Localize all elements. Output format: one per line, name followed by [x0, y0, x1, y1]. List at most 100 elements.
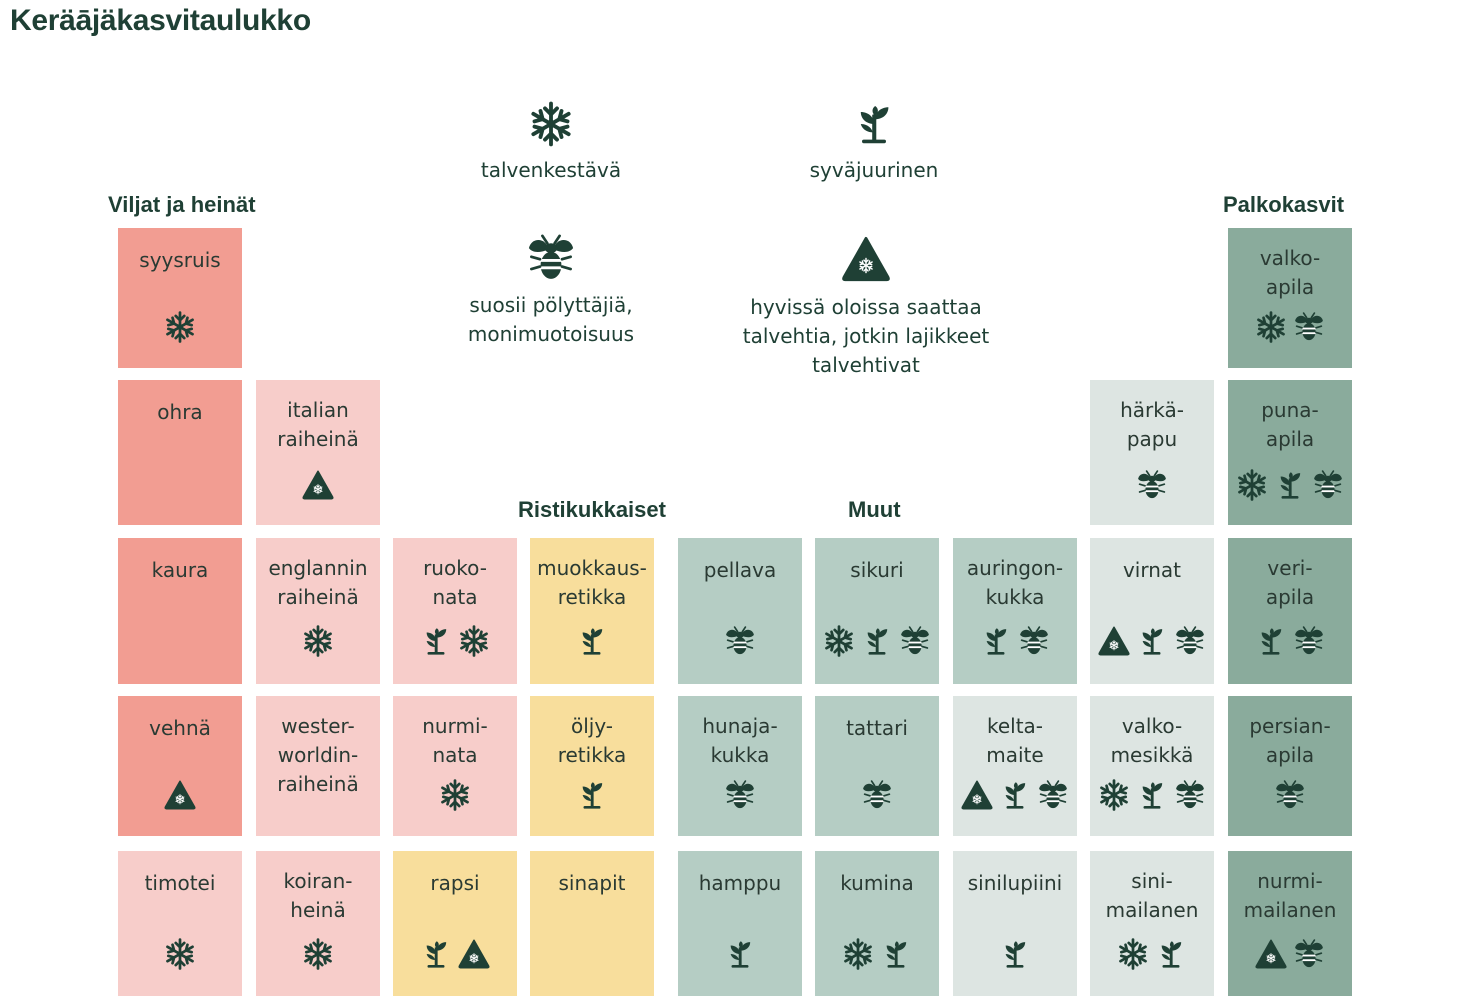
bee-icon: [1173, 778, 1207, 812]
snowflake-icon: [822, 624, 856, 658]
bee-icon: [1311, 468, 1345, 502]
group-label-crucifers: Ristikukkaiset: [518, 497, 666, 522]
crop-icons: [953, 624, 1077, 658]
crop-name: italian raiheinä: [277, 398, 359, 451]
bee-icon: [524, 233, 578, 283]
legend-deep-rooted: syväjuurinen: [754, 100, 994, 185]
snowflake-icon: [527, 100, 575, 148]
crop-icons: [393, 624, 517, 658]
crop-name: kumina: [840, 871, 914, 895]
crop-icons: [678, 624, 802, 658]
legend-may-overwinter-text: hyvissä oloissa saattaa talvehtia, jotki…: [742, 295, 990, 377]
crop-tile-koiranheina: koiran- heinä: [256, 851, 380, 996]
sprout-icon: [1154, 937, 1188, 971]
sprout-icon: [979, 624, 1013, 658]
crop-name: tattari: [846, 716, 908, 740]
crop-tile-harkapapu: härkä- papu: [1090, 380, 1214, 525]
crop-tile-keltamaite: kelta- maite: [953, 696, 1077, 836]
crop-tile-ohra: ohra: [118, 380, 242, 525]
bee-icon: [1173, 624, 1207, 658]
crop-tile-sinilupiini: sinilupiini: [953, 851, 1077, 996]
crop-icons: [256, 468, 380, 502]
bee-icon: [1292, 310, 1326, 344]
crop-tile-rapsi: rapsi: [393, 851, 517, 996]
crop-name: sini- mailanen: [1105, 869, 1199, 922]
sprout-icon: [1273, 468, 1307, 502]
crop-name: timotei: [144, 871, 216, 895]
snowflake-icon: [841, 937, 875, 971]
snowflake-icon: [457, 624, 491, 658]
sprout-icon: [1135, 778, 1169, 812]
crop-icons: [256, 624, 380, 658]
snowflake-icon: [438, 778, 472, 812]
crop-name: koiran- heinä: [283, 869, 353, 922]
crop-name: ruoko- nata: [423, 556, 487, 609]
crop-name: öljy- retikka: [557, 714, 627, 767]
group-label-other: Muut: [848, 497, 901, 522]
warning-snowflake-icon: [960, 778, 994, 812]
crop-icons: [1228, 310, 1352, 344]
bee-icon: [860, 778, 894, 812]
bee-icon: [1273, 778, 1307, 812]
sprout-icon: [1135, 624, 1169, 658]
snowflake-icon: [163, 937, 197, 971]
legend-may-overwinter: hyvissä oloissa saattaa talvehtia, jotki…: [716, 233, 1016, 380]
sprout-icon: [1254, 624, 1288, 658]
crop-name: auringon- kukka: [966, 556, 1064, 609]
crop-tile-punaapila: puna- apila: [1228, 380, 1352, 525]
crop-tile-hunajakukka: hunaja- kukka: [678, 696, 802, 836]
snowflake-icon: [1097, 778, 1131, 812]
snowflake-icon: [301, 624, 335, 658]
snowflake-icon: [301, 937, 335, 971]
crop-icons: [815, 624, 939, 658]
crop-tile-virnat: virnat: [1090, 538, 1214, 684]
crop-tile-sikuri: sikuri: [815, 538, 939, 684]
crop-name: ohra: [157, 400, 203, 424]
sprout-icon: [998, 937, 1032, 971]
crop-icons: [953, 937, 1077, 971]
crop-icons: [1228, 624, 1352, 658]
crop-tile-tattari: tattari: [815, 696, 939, 836]
crop-name: sikuri: [850, 558, 904, 582]
crop-icons: [815, 937, 939, 971]
legend-deep-rooted-text: syväjuurinen: [809, 158, 939, 182]
sprout-icon: [850, 100, 898, 148]
group-label-legumes: Palkokasvit: [1223, 192, 1345, 217]
crop-tile-vehna: vehnä: [118, 696, 242, 836]
crop-icons: [256, 937, 380, 971]
crop-name: rapsi: [430, 871, 480, 895]
crop-tile-auringonkukka: auringon- kukka: [953, 538, 1077, 684]
crop-name: nurmi- nata: [422, 714, 488, 767]
crop-name: valko- mesikkä: [1110, 714, 1194, 767]
crop-tile-oljyretikka: öljy- retikka: [530, 696, 654, 836]
crop-icons: [1090, 937, 1214, 971]
page-title: Keräājäkasvitaulukko: [10, 4, 311, 37]
crop-icons: [953, 778, 1077, 812]
crop-name: muokkaus- retikka: [537, 556, 647, 609]
crop-icons: [530, 778, 654, 812]
crop-name: persian- apila: [1249, 714, 1331, 767]
sprout-icon: [575, 778, 609, 812]
crop-name: veri- apila: [1265, 556, 1315, 609]
crop-tile-kaura: kaura: [118, 538, 242, 684]
crop-name: sinilupiini: [967, 871, 1063, 895]
legend-winter-hardy-text: talvenkestävä: [480, 158, 622, 182]
crop-tile-sinimailanen: sini- mailanen: [1090, 851, 1214, 996]
crop-tile-persianapila: persian- apila: [1228, 696, 1352, 836]
crop-name: nurmi- mailanen: [1243, 869, 1337, 922]
crop-icons: [678, 778, 802, 812]
crop-tile-italianraiheina: italian raiheinä: [256, 380, 380, 525]
crop-icons: [1090, 624, 1214, 658]
crop-name: virnat: [1122, 558, 1182, 582]
bee-icon: [1292, 624, 1326, 658]
snowflake-icon: [1116, 937, 1150, 971]
bee-icon: [723, 624, 757, 658]
sprout-icon: [723, 937, 757, 971]
crop-icons: [678, 937, 802, 971]
crop-icons: [1228, 778, 1352, 812]
sprout-icon: [879, 937, 913, 971]
bee-icon: [1036, 778, 1070, 812]
group-label-cereals: Viljat ja heinät: [108, 192, 256, 217]
bee-icon: [723, 778, 757, 812]
warning-snowflake-icon: [301, 468, 335, 502]
